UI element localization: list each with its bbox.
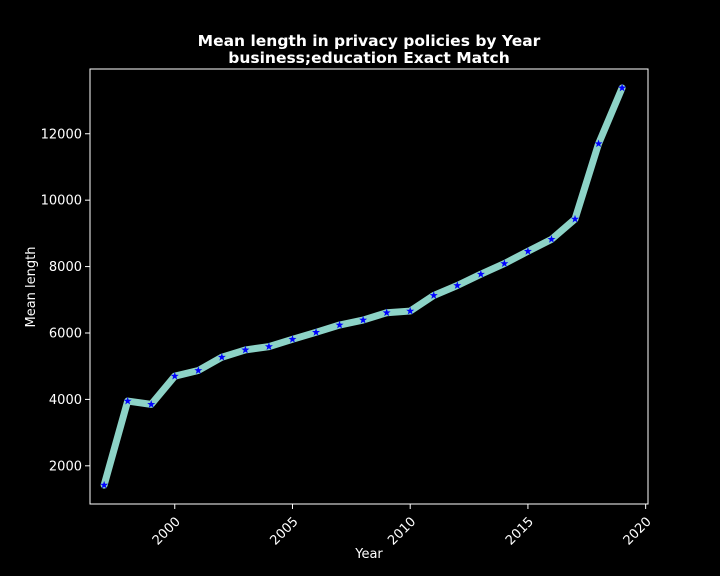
data-point-marker <box>453 281 462 289</box>
data-point-marker <box>547 235 556 243</box>
y-tick-label: 6000 <box>49 326 82 341</box>
data-point-marker <box>312 328 321 336</box>
data-point-marker <box>571 214 580 223</box>
data-point-marker <box>359 315 368 324</box>
data-point-marker <box>194 366 203 374</box>
data-point-marker <box>147 400 156 408</box>
data-point-marker <box>406 306 415 315</box>
y-tick-label: 8000 <box>49 260 82 275</box>
data-point-marker <box>217 353 226 361</box>
data-point-marker <box>288 335 297 343</box>
data-point-marker <box>618 83 627 92</box>
data-point-marker <box>335 320 344 329</box>
data-point-marker <box>100 480 109 489</box>
data-point-marker <box>382 308 391 317</box>
data-point-marker <box>523 247 532 255</box>
data-point-marker <box>500 259 509 267</box>
data-point-marker <box>594 139 603 148</box>
x-axis-label: Year <box>354 547 383 562</box>
y-tick-label: 12000 <box>41 127 82 142</box>
y-tick-label: 2000 <box>49 459 82 474</box>
plot-area <box>100 83 627 489</box>
data-point-marker <box>476 270 485 278</box>
chart-title: Mean length in privacy policies by Year <box>198 32 541 50</box>
axes-frame <box>89 68 649 505</box>
y-tick-label: 10000 <box>41 194 82 209</box>
data-point-marker <box>429 291 438 299</box>
data-point-marker <box>264 342 273 350</box>
data-point-marker <box>170 371 179 380</box>
y-axis: 2000 4000 6000 8000 10000 12000 <box>41 127 90 474</box>
y-axis-label: Mean length <box>24 247 39 328</box>
data-point-marker <box>241 345 250 354</box>
chart-subtitle: business;education Exact Match <box>228 49 510 67</box>
data-point-marker <box>123 396 132 405</box>
y-tick-label: 4000 <box>49 393 82 408</box>
